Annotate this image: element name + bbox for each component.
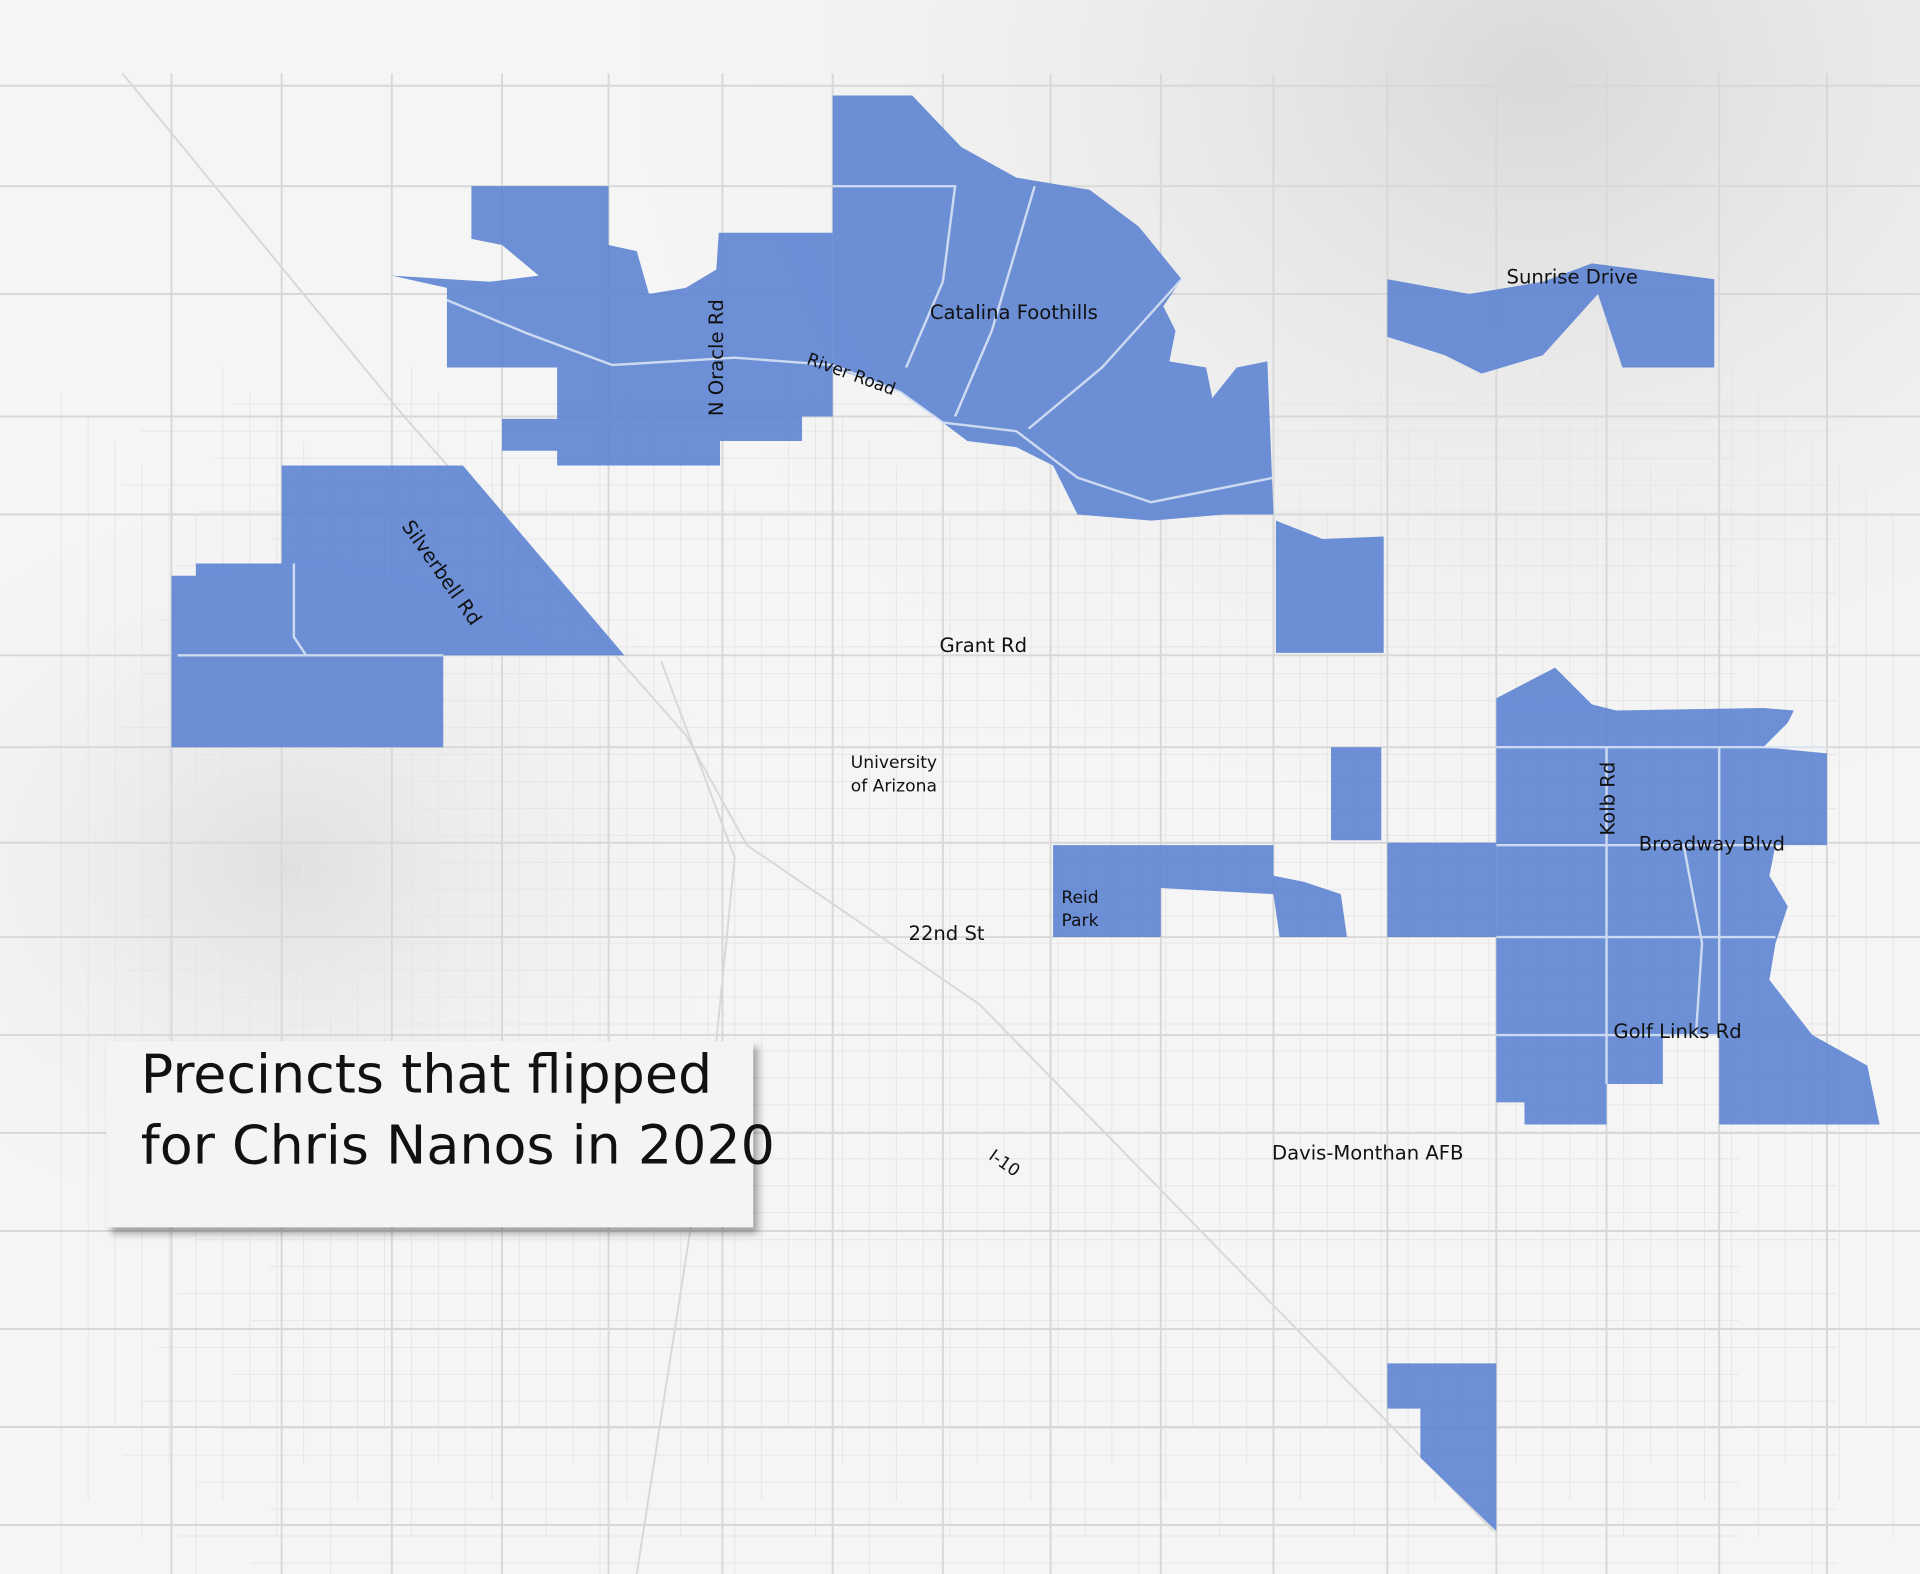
precinct	[1275, 520, 1384, 653]
precinct	[1331, 747, 1382, 841]
road-label: 22nd St	[908, 922, 984, 945]
road-label: Kolb Rd	[1596, 762, 1619, 836]
precinct	[1496, 667, 1880, 1125]
precinct	[832, 95, 1274, 521]
place-label: of Arizona	[851, 776, 937, 796]
title-box: Precincts that flipped for Chris Nanos i…	[106, 1041, 775, 1228]
road	[177, 563, 1827, 1085]
road	[832, 184, 1183, 430]
title-background	[106, 1041, 754, 1228]
road	[121, 72, 1495, 1532]
place-label: Catalina Foothills	[930, 301, 1098, 324]
title-line: for Chris Nanos in 2020	[141, 1114, 775, 1177]
road-label: N Oracle Rd	[705, 299, 728, 416]
place-label: Reid	[1061, 888, 1098, 908]
precinct	[1387, 263, 1715, 374]
title-line: Precincts that flipped	[141, 1043, 712, 1106]
precinct	[1053, 845, 1347, 938]
place-label: Sunrise Drive	[1507, 266, 1638, 289]
precincts	[171, 95, 1880, 1532]
road	[635, 661, 736, 1574]
place-label: Davis-Monthan AFB	[1272, 1141, 1463, 1164]
precinct	[171, 465, 625, 748]
place-label: Park	[1061, 911, 1098, 931]
place-label: University	[851, 753, 937, 773]
precinct	[1387, 842, 1497, 938]
road-label: Broadway Blvd	[1639, 833, 1785, 856]
precinct	[1387, 1363, 1497, 1532]
road-label: Grant Rd	[939, 634, 1027, 657]
precinct	[391, 186, 833, 466]
road-label: Golf Links Rd	[1613, 1020, 1741, 1043]
road	[446, 298, 1274, 504]
